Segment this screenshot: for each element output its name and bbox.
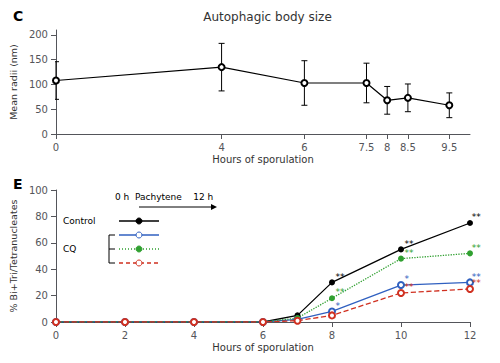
svg-text:8: 8 <box>384 142 390 153</box>
svg-text:4: 4 <box>218 142 224 153</box>
svg-text:0: 0 <box>53 330 59 341</box>
svg-text:% Bi+Tri/Tetranucleates: % Bi+Tri/Tetranucleates <box>8 200 19 313</box>
svg-text:**: ** <box>472 243 482 253</box>
svg-text:0: 0 <box>53 142 59 153</box>
svg-text:100: 100 <box>29 79 48 90</box>
svg-text:**: ** <box>404 248 414 258</box>
svg-text:2: 2 <box>122 330 128 341</box>
svg-text:100: 100 <box>29 185 48 196</box>
svg-text:0: 0 <box>42 317 48 328</box>
svg-text:C: C <box>13 8 23 24</box>
svg-text:8: 8 <box>329 330 335 341</box>
svg-text:12: 12 <box>464 330 477 341</box>
svg-text:200: 200 <box>29 29 48 40</box>
svg-text:E: E <box>13 176 23 192</box>
svg-text:*: * <box>335 301 340 311</box>
svg-text:0 h Pachytene 12 h: 0 h Pachytene 12 h <box>115 192 213 202</box>
svg-text:0: 0 <box>42 129 48 140</box>
svg-text:Hours of sporulation: Hours of sporulation <box>212 342 313 353</box>
svg-text:60: 60 <box>35 237 48 248</box>
svg-text:8.5: 8.5 <box>400 142 416 153</box>
svg-text:7.5: 7.5 <box>359 142 375 153</box>
svg-text:Autophagic body size: Autophagic body size <box>203 10 332 24</box>
svg-text:40: 40 <box>35 264 48 275</box>
svg-text:**: ** <box>335 272 345 282</box>
svg-text:**: ** <box>404 282 414 292</box>
svg-text:CQ: CQ <box>63 244 76 254</box>
svg-text:Control: Control <box>63 216 96 226</box>
svg-text:**: ** <box>472 212 482 222</box>
svg-text:6: 6 <box>301 142 307 153</box>
svg-text:Hours of sporulation: Hours of sporulation <box>212 154 313 165</box>
svg-text:6: 6 <box>260 330 266 341</box>
svg-text:150: 150 <box>29 54 48 65</box>
svg-text:Mean radii (nm): Mean radii (nm) <box>8 44 19 120</box>
svg-text:10: 10 <box>395 330 408 341</box>
svg-text:50: 50 <box>35 104 48 115</box>
svg-text:80: 80 <box>35 211 48 222</box>
svg-text:9.5: 9.5 <box>441 142 457 153</box>
svg-text:4: 4 <box>191 330 197 341</box>
svg-text:20: 20 <box>35 290 48 301</box>
svg-text:**: ** <box>335 287 345 297</box>
svg-text:**: ** <box>472 278 482 288</box>
